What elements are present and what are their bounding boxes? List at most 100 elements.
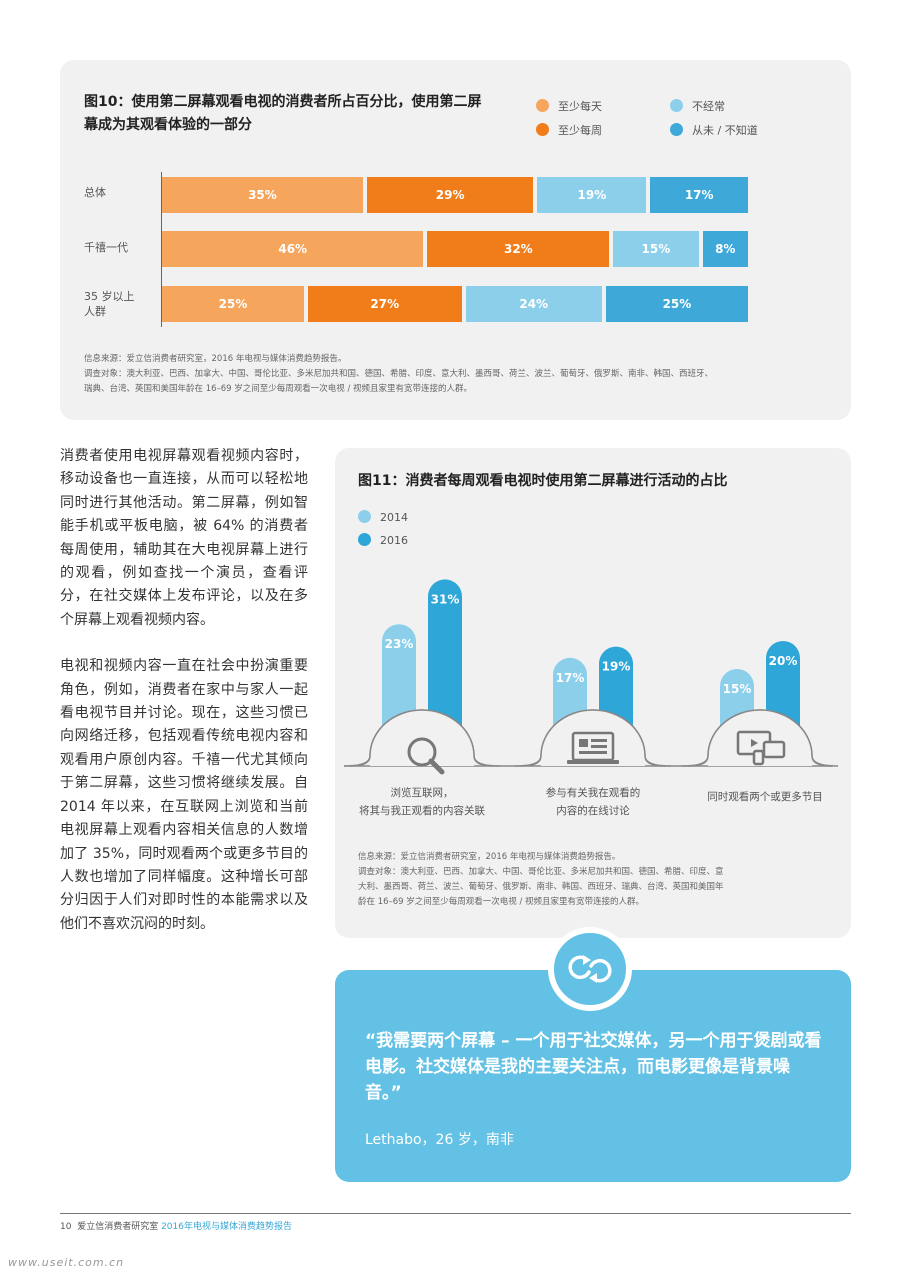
magnifier-icon — [407, 737, 445, 775]
laptop-chat-icon — [567, 731, 619, 764]
mound-outline-0 — [349, 709, 495, 767]
quote-badge — [548, 927, 632, 1011]
page-footer: 10 爱立信消费者研究室 2016年电视与媒体消费趋势报告 — [60, 1219, 292, 1232]
bar-segment-daily: 46% — [162, 231, 424, 267]
circular-arrows-icon — [568, 955, 612, 983]
bar-value-label: 19% — [602, 660, 631, 674]
icons-group — [407, 730, 786, 775]
category-labels-group: 浏览互联网， 将其与我正观看的内容关联 参与有关我在观看的 内容的在线讨论 同时… — [359, 786, 823, 817]
legend-swatch — [536, 123, 549, 136]
legend-item-rarely: 不经常 — [670, 98, 725, 114]
legend-swatch — [670, 99, 683, 112]
bar-segment-never: 8% — [702, 231, 748, 267]
bar-segment-rarely: 15% — [613, 231, 699, 267]
legend-item-2014: 2014 — [358, 510, 408, 524]
bar-segment-daily: 35% — [162, 177, 363, 213]
source-line: 大利、墨西哥、荷兰、波兰、葡萄牙、俄罗斯、南非、韩国、西班牙、瑞典、台湾、英国和… — [358, 882, 724, 892]
figure-11-title: 图11：消费者每周观看电视时使用第二屏幕进行活动的占比 — [358, 473, 728, 489]
legend-label: 不经常 — [692, 100, 725, 113]
category-line: 千禧一代 — [84, 241, 128, 254]
page-number: 10 — [60, 1222, 72, 1232]
legend-item-never: 从未 / 不知道 — [670, 122, 758, 138]
bar-value-label: 46% — [278, 242, 308, 256]
category-line: 内容的在线讨论 — [556, 804, 630, 817]
bar-value-label: 29% — [435, 188, 465, 202]
footer-report-title: 2016年电视与媒体消费趋势报告 — [161, 1222, 292, 1232]
legend-label: 至少每周 — [558, 124, 602, 137]
category-label-overall: 总体 — [84, 185, 154, 200]
category-label-millennials: 千禧一代 — [84, 240, 154, 255]
bar-value-label: 27% — [370, 297, 400, 311]
category-line: 35 岁以上 — [84, 290, 135, 303]
source-line: 信息来源：爱立信消费者研究室，2016 年电视与媒体消费趋势报告。 — [84, 354, 347, 364]
bar-segment-weekly: 32% — [427, 231, 610, 267]
watermark: www.useit.com.cn — [8, 1256, 125, 1269]
bar-value-label: 32% — [503, 242, 533, 256]
legend-item-2016: 2016 — [358, 533, 408, 547]
bar-value-label: 23% — [385, 637, 414, 651]
bar-segment-never: 17% — [650, 177, 748, 213]
category-line: 总体 — [84, 186, 106, 199]
legend-item-weekly: 至少每周 — [536, 122, 602, 138]
quote-panel: “我需要两个屏幕 – 一个用于社交媒体，另一个用于煲剧或看电影。社交媒体是我的主… — [335, 970, 851, 1182]
body-paragraph: 消费者使用电视屏幕观看视频内容时，移动设备也一直连接，从而可以轻松地同时进行其他… — [60, 448, 308, 628]
bar-segment-daily: 25% — [162, 286, 305, 322]
category-line: 将其与我正观看的内容关联 — [359, 804, 485, 817]
figure-11-panel: 图11：消费者每周观看电视时使用第二屏幕进行活动的占比 2014 2016 23… — [335, 448, 851, 938]
figure-10-panel: 图10：使用第二屏幕观看电视的消费者所占百分比，使用第二屏幕成为其观看体验的一部… — [60, 60, 851, 420]
bar-2016-0 — [428, 579, 462, 753]
legend-item-daily: 至少每天 — [536, 98, 602, 114]
legend-label: 2016 — [380, 534, 408, 547]
category-line: 浏览互联网， — [391, 786, 454, 799]
bar-value-label: 25% — [662, 297, 692, 311]
bar-segment-weekly: 29% — [366, 177, 534, 213]
category-line: 参与有关我在观看的 — [546, 786, 641, 799]
bar-segment-weekly: 27% — [308, 286, 462, 322]
body-text: 消费者使用电视屏幕观看视频内容时，移动设备也一直连接，从而可以轻松地同时进行其他… — [60, 445, 308, 959]
source-line: 调查对象：澳大利亚、巴西、加拿大、中国、哥伦比亚、多米尼加共和国、德国、希腊、印… — [358, 867, 724, 877]
bar-value-label: 15% — [641, 242, 671, 256]
legend-label: 从未 / 不知道 — [692, 124, 758, 137]
mound-fill-1 — [541, 710, 645, 766]
source-line: 信息来源：爱立信消费者研究室，2016 年电视与媒体消费趋势报告。 — [358, 852, 621, 862]
category-label-35-plus: 35 岁以上 人群 — [84, 289, 154, 319]
source-line: 调查对象：澳大利亚、巴西、加拿大、中国、哥伦比亚、多米尼加共和国、德国、希腊、印… — [84, 369, 714, 379]
bar-value-label: 19% — [577, 188, 607, 202]
bar-segment-never: 25% — [605, 286, 748, 322]
body-paragraph: 电视和视频内容一直在社会中扮演重要角色，例如，消费者在家中与家人一起看电视节目并… — [60, 658, 308, 932]
bar-value-label: 17% — [556, 671, 585, 685]
bar-row-millennials: 46% 32% 15% 8% — [162, 231, 748, 267]
source-line: 龄在 16–69 岁之间至少每周观看一次电视 / 视频且家里有宽带连接的人群。 — [358, 897, 645, 907]
multi-screen-icon — [736, 730, 786, 766]
figure-11-chart: 23%31%17%19%15%20% 浏览互联网 — [343, 579, 839, 817]
mound-outline-1 — [520, 709, 666, 767]
bar-value-label: 25% — [218, 297, 248, 311]
bar-segment-rarely: 24% — [465, 286, 602, 322]
legend-label: 至少每天 — [558, 100, 602, 113]
category-line: 人群 — [84, 305, 106, 318]
chart-axis — [161, 172, 162, 327]
bar-value-label: 20% — [769, 654, 798, 668]
legend-swatch — [670, 123, 683, 136]
bar-row-overall: 35% 29% 19% 17% — [162, 177, 748, 213]
bar-value-label: 35% — [248, 188, 277, 202]
bar-value-label: 15% — [723, 682, 752, 696]
figure-10-title: 图10：使用第二屏幕观看电视的消费者所占百分比，使用第二屏幕成为其观看体验的一部… — [84, 94, 482, 133]
footer-publisher: 爱立信消费者研究室 — [77, 1222, 159, 1232]
mound-outline-2 — [687, 709, 833, 767]
figure-11-source: 信息来源：爱立信消费者研究室，2016 年电视与媒体消费趋势报告。 调查对象：澳… — [358, 850, 838, 910]
legend-swatch — [536, 99, 549, 112]
legend-swatch — [358, 510, 371, 523]
quote-text: “我需要两个屏幕 – 一个用于社交媒体，另一个用于煲剧或看电影。社交媒体是我的主… — [365, 1031, 822, 1103]
footer-rule — [60, 1213, 851, 1214]
category-line: 同时观看两个或更多节目 — [707, 790, 823, 803]
mound-fill-2 — [708, 710, 812, 766]
bar-value-label: 24% — [519, 297, 549, 311]
bar-value-label: 17% — [684, 188, 714, 202]
source-line: 瑞典、台湾、英国和美国年龄在 16–69 岁之间至少每周观看一次电视 / 视频且… — [84, 384, 473, 394]
figure-10-source: 信息来源：爱立信消费者研究室，2016 年电视与媒体消费趋势报告。 调查对象：澳… — [84, 352, 844, 397]
bar-row-35-plus: 25% 27% 24% 25% — [162, 286, 748, 322]
legend-label: 2014 — [380, 511, 408, 524]
bar-value-label: 31% — [431, 592, 460, 606]
bar-value-label: 8% — [715, 242, 736, 256]
